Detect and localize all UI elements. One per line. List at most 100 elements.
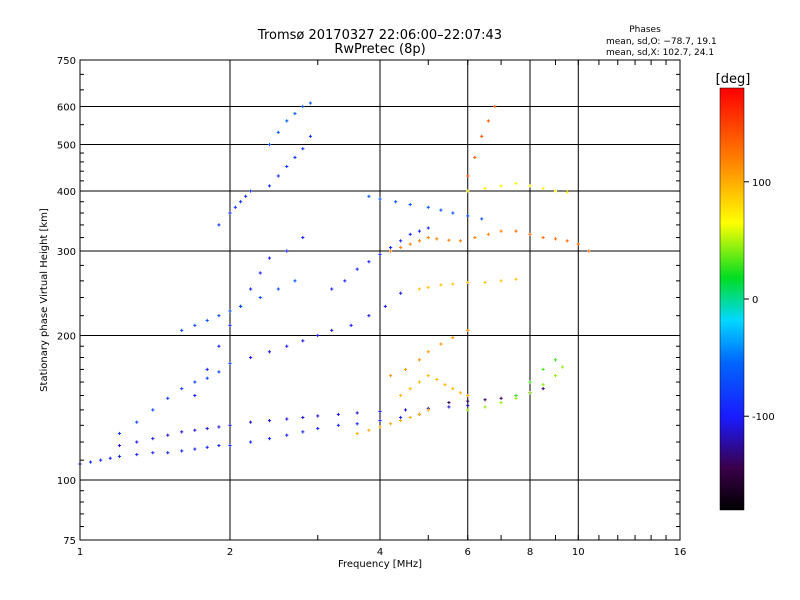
data-point xyxy=(447,405,451,409)
data-point xyxy=(205,318,209,323)
data-point xyxy=(514,396,518,400)
data-point xyxy=(383,304,387,309)
data-point xyxy=(514,393,518,398)
data-point xyxy=(378,252,382,257)
data-point xyxy=(276,130,280,134)
data-point xyxy=(408,415,412,420)
data-point xyxy=(217,370,221,374)
data-point xyxy=(316,426,320,431)
data-point xyxy=(217,443,221,448)
data-point xyxy=(447,400,451,405)
data-point xyxy=(426,350,430,354)
x-tick-label: 4 xyxy=(377,547,383,558)
data-point xyxy=(217,223,221,227)
data-point xyxy=(486,232,490,236)
data-point xyxy=(447,238,451,242)
data-point xyxy=(99,458,103,462)
data-point xyxy=(499,400,503,405)
data-point xyxy=(480,217,484,221)
data-point xyxy=(466,399,470,403)
y-tick-label: 400 xyxy=(57,187,76,198)
data-point xyxy=(330,287,334,291)
y-tick-label: 75 xyxy=(63,536,76,547)
data-point xyxy=(388,249,393,253)
data-point xyxy=(483,405,487,409)
data-points xyxy=(78,101,591,466)
x-tick-labels: 1 2 4 6 8 10 16 xyxy=(77,60,687,558)
data-point xyxy=(217,314,221,318)
data-point xyxy=(408,232,412,236)
data-point xyxy=(426,374,430,378)
y-tick-label: 100 xyxy=(57,476,76,487)
data-point xyxy=(514,277,518,281)
data-point xyxy=(541,235,545,240)
data-point xyxy=(451,282,455,286)
data-point xyxy=(565,190,569,194)
data-point xyxy=(301,430,305,434)
data-point xyxy=(514,181,518,185)
data-point xyxy=(417,358,422,362)
data-point xyxy=(117,431,122,436)
data-point xyxy=(439,283,443,287)
data-point xyxy=(267,436,272,441)
data-point xyxy=(193,380,197,384)
data-point xyxy=(408,202,412,207)
data-point xyxy=(285,164,289,169)
data-point xyxy=(576,242,580,246)
data-point xyxy=(408,242,412,246)
data-point xyxy=(541,387,545,391)
data-point xyxy=(205,376,209,380)
data-point xyxy=(343,279,347,283)
data-point xyxy=(394,200,398,204)
data-point xyxy=(483,186,487,191)
x-tick-label: 6 xyxy=(465,547,471,558)
data-point xyxy=(466,174,470,178)
data-point xyxy=(301,339,305,343)
data-point xyxy=(483,280,487,285)
data-point xyxy=(151,436,155,441)
data-point xyxy=(473,235,477,240)
data-point xyxy=(355,267,359,271)
data-point xyxy=(205,445,209,449)
data-point xyxy=(244,194,248,198)
data-point xyxy=(553,237,558,241)
data-point xyxy=(378,418,382,423)
data-point xyxy=(451,387,455,391)
data-point xyxy=(378,409,382,413)
data-point xyxy=(417,287,422,291)
data-point xyxy=(403,367,408,372)
data-point xyxy=(267,184,272,188)
data-point xyxy=(205,367,209,372)
data-point xyxy=(435,377,439,382)
data-point xyxy=(466,280,470,285)
data-point xyxy=(499,279,503,283)
data-point xyxy=(417,239,422,243)
data-point xyxy=(417,229,422,233)
data-point xyxy=(443,383,447,387)
data-point xyxy=(399,245,403,250)
data-point xyxy=(180,387,184,391)
data-point xyxy=(466,403,470,408)
data-point xyxy=(217,425,221,429)
colorbar-tick-label: 100 xyxy=(752,178,771,189)
data-point xyxy=(228,361,232,365)
data-point xyxy=(388,422,393,426)
data-point xyxy=(238,304,243,309)
data-point xyxy=(238,200,243,204)
data-point xyxy=(285,119,289,123)
data-point xyxy=(417,380,422,384)
data-point xyxy=(388,374,393,378)
x-axis-label: Frequency [MHz] xyxy=(338,559,422,570)
data-point xyxy=(367,314,371,318)
data-point xyxy=(493,104,497,109)
data-point xyxy=(166,433,170,437)
data-point xyxy=(267,350,272,354)
x-tick-label: 16 xyxy=(674,547,687,558)
data-point xyxy=(541,367,545,372)
data-point xyxy=(541,383,545,387)
data-point xyxy=(301,235,305,240)
data-point xyxy=(553,189,558,193)
data-point xyxy=(330,328,334,332)
data-point xyxy=(466,189,470,193)
